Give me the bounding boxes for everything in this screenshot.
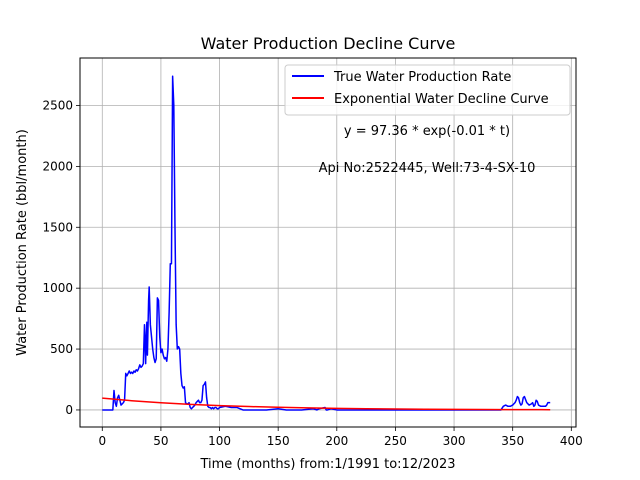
y-tick-label: 0 [65, 403, 73, 417]
chart-title: Water Production Decline Curve [201, 34, 456, 53]
x-axis-label: Time (months) from:1/1991 to:12/2023 [199, 457, 455, 472]
exponential-decline-line [102, 397, 551, 411]
y-tick-label: 2500 [42, 98, 73, 112]
x-tick-label: 300 [443, 434, 466, 448]
y-axis-label: Water Production Rate (bbl/month) [15, 129, 30, 356]
y-tick-label: 1000 [42, 281, 73, 295]
y-tick-label: 500 [50, 342, 73, 356]
x-tick-label: 100 [208, 434, 231, 448]
y-tick-label: 1500 [42, 220, 73, 234]
equation-annotation: y = 97.36 * exp(-0.01 * t) [344, 124, 510, 139]
legend: True Water Production Rate Exponential W… [284, 64, 571, 116]
well-annotation: Api No:2522445, Well:73-4-SX-10 [319, 161, 536, 176]
x-tick-label: 200 [325, 434, 348, 448]
axis-ticks: 0 50 100 150 200 250 300 350 400 0 500 1000 1500 2000… [42, 98, 582, 448]
true-water-production-line [102, 75, 551, 411]
plot-frame [79, 57, 577, 428]
legend-label-true-rate: True Water Production Rate [333, 70, 511, 85]
x-tick-label: 50 [153, 434, 168, 448]
legend-label-decline-curve: Exponential Water Decline Curve [334, 92, 549, 107]
legend-box [284, 64, 571, 116]
x-tick-label: 150 [267, 434, 290, 448]
x-tick-label: 400 [560, 434, 583, 448]
y-tick-label: 2000 [42, 159, 73, 173]
x-tick-label: 250 [384, 434, 407, 448]
series-lines [102, 75, 551, 411]
x-tick-label: 0 [98, 434, 106, 448]
x-tick-label: 350 [501, 434, 524, 448]
